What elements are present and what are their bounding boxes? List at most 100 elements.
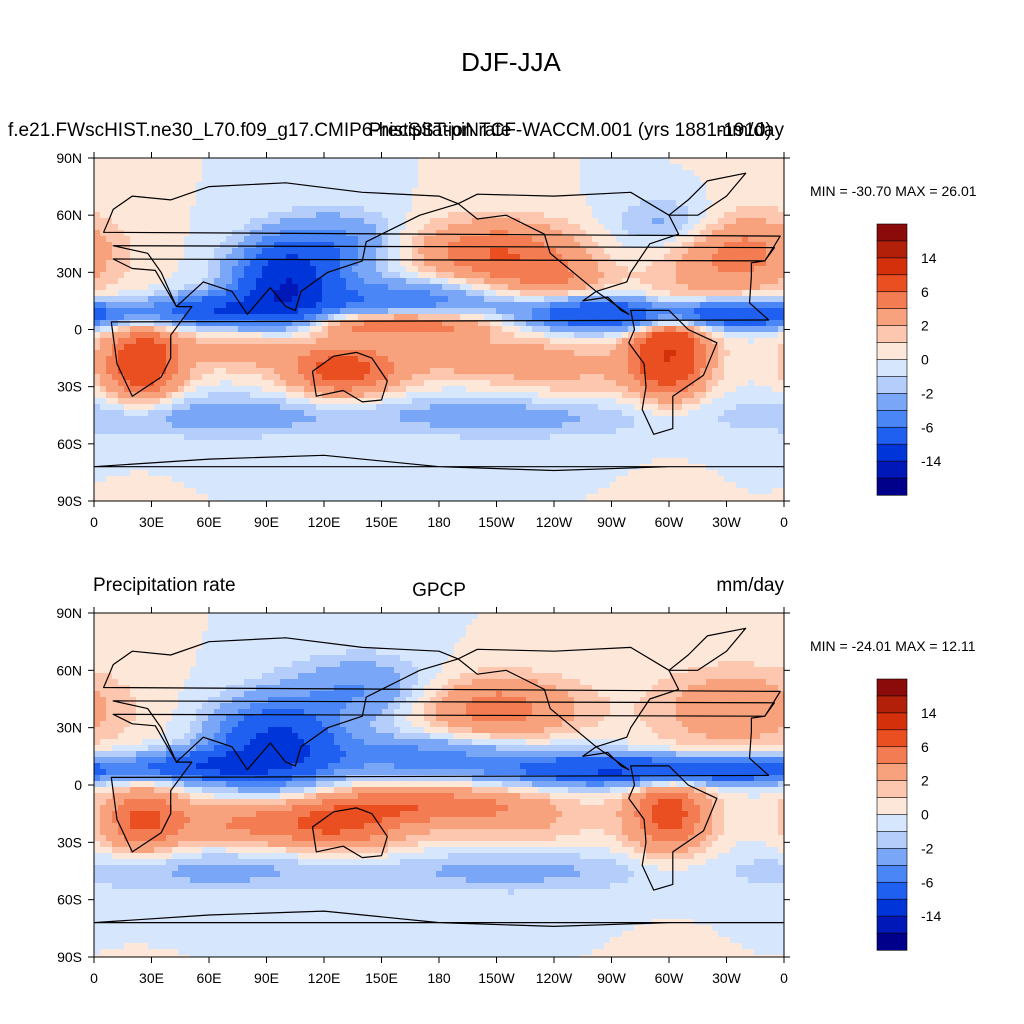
panel-2-colorbar-bin xyxy=(876,915,908,934)
panel-1-xtick-label: 150W xyxy=(478,514,515,530)
panel-2-map xyxy=(94,613,784,957)
panel-2-colorbar-label: -14 xyxy=(921,908,941,924)
panel-1-coastlines xyxy=(94,172,784,472)
panel-2-right-label: mm/day xyxy=(716,575,784,596)
panel-1-colorbar-bin xyxy=(876,325,908,344)
panel-1-xtick-label: 60E xyxy=(197,514,222,530)
panel-2-colorbar-bin xyxy=(876,797,908,816)
panel-1-axes: 0 30E 60E 90E 120E 150E 180 150W 120W 90W 60W 30W 09… xyxy=(56,150,790,530)
panel-2-xtick-label: 30W xyxy=(712,970,742,986)
panel-2-colorbar-bin xyxy=(876,814,908,833)
panel-2-ytick-label: 30S xyxy=(57,834,82,850)
panel-1-colorbar-bin xyxy=(876,426,908,445)
panel-2-colorbar-bin xyxy=(876,898,908,917)
panel-1-xtick-label: 90E xyxy=(254,514,279,530)
panel-1-ytick-label: 60N xyxy=(56,207,82,223)
panel-2-colorbar-bin xyxy=(876,848,908,866)
panel-1-colorbar-label: 14 xyxy=(921,250,937,266)
panel-1-xtick-label: 60W xyxy=(655,514,685,530)
panel-1-colorbar-bin xyxy=(876,308,908,327)
panel-2-ytick-label: 30N xyxy=(56,720,82,736)
panel-2-field xyxy=(94,613,784,957)
panel-2-colorbar: 14 6 2 0 -2 -6 -14 xyxy=(876,678,941,951)
panel-1-colorbar-bin xyxy=(876,443,908,462)
panel-2-colorbar-bin xyxy=(876,729,908,748)
panel-1-colorbar-label: 6 xyxy=(921,284,929,300)
panel-1-map xyxy=(94,158,784,501)
panel-2-ytick-label: 0 xyxy=(74,777,82,793)
panel-2: Precipitation rate GPCP mm/day 0 30E 60E 90… xyxy=(56,575,975,986)
panel-1-xtick-label: 90W xyxy=(597,514,627,530)
panel-2-ytick-label: 90N xyxy=(56,605,82,621)
panel-1-left-label: f.e21.FWscHIST.ne30_L70.f09_g17.CMIP6-hi… xyxy=(8,120,772,141)
panel-2-xtick-label: 150E xyxy=(365,970,398,986)
panel-1: f.e21.FWscHIST.ne30_L70.f09_g17.CMIP6-hi… xyxy=(8,120,977,530)
panel-2-coastlines xyxy=(94,627,784,928)
panel-2-xtick-label: 60E xyxy=(197,970,222,986)
panel-2-colorbar-label: -6 xyxy=(921,874,934,890)
panel-1-ytick-label: 0 xyxy=(74,322,82,338)
panel-1-right-label: mm/day xyxy=(716,120,784,141)
panel-1-colorbar-bin xyxy=(876,460,908,479)
panel-1-colorbar-label: 0 xyxy=(921,352,929,368)
panel-1-colorbar: 14 6 2 0 -2 -6 -14 xyxy=(876,223,941,496)
panel-2-left-label: Precipitation rate xyxy=(93,575,236,596)
panel-1-center-label: Precipitation rate xyxy=(369,120,512,141)
panel-1-colorbar-bin xyxy=(876,376,908,394)
panel-2-xtick-label: 30E xyxy=(139,970,164,986)
panel-1-xtick-label: 0 xyxy=(90,514,98,530)
panel-2-colorbar-bin xyxy=(876,763,908,782)
panel-2-axes: 0 30E 60E 90E 120E 150E 180 150W 120W 90W 60W 30W 09… xyxy=(56,605,790,986)
panel-1-xtick-label: 120W xyxy=(536,514,573,530)
panel-2-colorbar-bin xyxy=(876,865,908,883)
panel-1-colorbar-bin xyxy=(876,291,908,310)
panel-2-colorbar-label: -2 xyxy=(921,840,934,856)
panel-2-xtick-label: 150W xyxy=(478,970,515,986)
panel-2-colorbar-label: 6 xyxy=(921,739,929,755)
panel-1-colorbar-bin xyxy=(876,223,908,242)
panel-1-colorbar-bin xyxy=(876,274,908,293)
panel-1-xtick-label: 150E xyxy=(365,514,398,530)
panel-2-colorbar-bin xyxy=(876,932,908,951)
panel-2-xtick-label: 120E xyxy=(308,970,341,986)
panel-1-colorbar-label: -14 xyxy=(921,453,941,469)
panel-1-xtick-label: 30E xyxy=(139,514,164,530)
panel-1-colorbar-bin xyxy=(876,359,908,378)
panel-1-colorbar-label: 2 xyxy=(921,318,929,334)
panel-2-colorbar-label: 14 xyxy=(921,705,937,721)
panel-1-ytick-label: 30S xyxy=(57,379,82,395)
panel-2-xtick-label: 0 xyxy=(780,970,788,986)
panel-2-xtick-label: 120W xyxy=(536,970,573,986)
panel-2-stats: MIN = -24.01 MAX = 12.11 xyxy=(810,638,976,654)
panel-1-colorbar-bin xyxy=(876,477,908,496)
panel-2-colorbar-label: 0 xyxy=(921,807,929,823)
panel-2-colorbar-label: 2 xyxy=(921,773,929,789)
panel-2-ytick-label: 60S xyxy=(57,892,82,908)
panel-1-colorbar-bin xyxy=(876,240,908,259)
panel-2-colorbar-bin xyxy=(876,780,908,799)
panel-2-colorbar-bin xyxy=(876,881,908,900)
figure-title: DJF-JJA xyxy=(461,47,561,77)
panel-2-colorbar-bin xyxy=(876,695,908,714)
panel-2-ytick-label: 60N xyxy=(56,662,82,678)
panel-1-xtick-label: 0 xyxy=(780,514,788,530)
panel-1-ytick-label: 90S xyxy=(57,493,82,509)
panel-2-colorbar-bin xyxy=(876,712,908,731)
panel-1-colorbar-label: -2 xyxy=(921,385,934,401)
panel-1-colorbar-bin xyxy=(876,342,908,361)
panel-2-xtick-label: 0 xyxy=(90,970,98,986)
panel-2-colorbar-bin xyxy=(876,831,908,849)
panel-2-xtick-label: 90W xyxy=(597,970,627,986)
panel-1-ytick-label: 30N xyxy=(56,264,82,280)
panel-1-xtick-label: 180 xyxy=(427,514,451,530)
panel-2-xtick-label: 180 xyxy=(427,970,451,986)
panel-1-stats: MIN = -30.70 MAX = 26.01 xyxy=(810,183,977,199)
panel-1-xtick-label: 30W xyxy=(712,514,742,530)
panel-1-ytick-label: 60S xyxy=(57,436,82,452)
panel-1-ytick-label: 90N xyxy=(56,150,82,166)
panel-2-colorbar-bin xyxy=(876,678,908,697)
panel-2-xtick-label: 90E xyxy=(254,970,279,986)
panel-2-ytick-label: 90S xyxy=(57,949,82,965)
panel-1-colorbar-bin xyxy=(876,257,908,276)
